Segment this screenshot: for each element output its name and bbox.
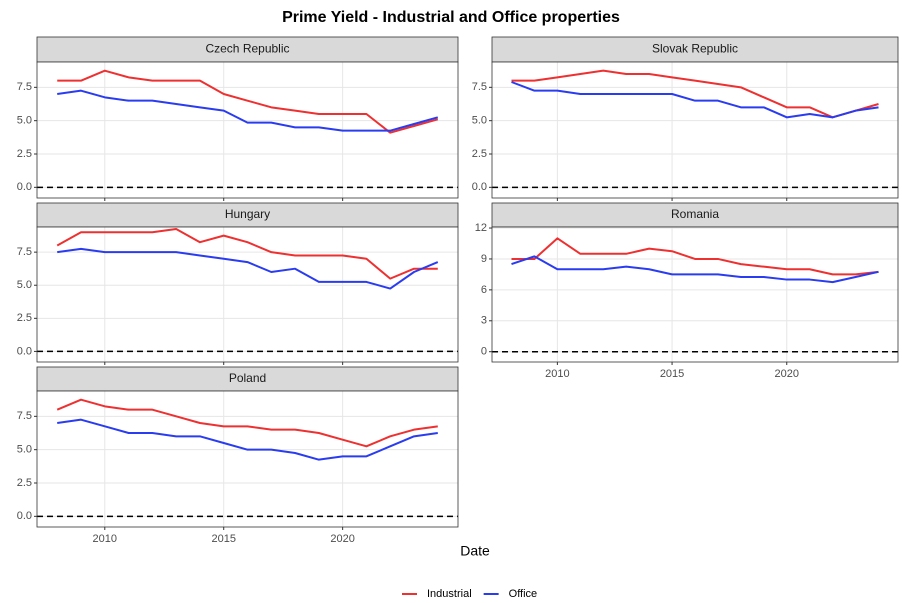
chart-title: Prime Yield - Industrial and Office prop… [282,9,620,26]
strip-background [36,36,459,63]
panel-background [492,227,898,362]
y-tick-label: 5.0 [17,115,32,127]
panel-background [37,391,458,527]
line-series [56,227,438,280]
x-tick-label: 2010 [93,533,117,545]
panel-border [36,390,459,528]
line-series [57,89,439,132]
y-tick-label: 3 [481,315,487,327]
line-series [57,69,439,134]
y-tick-label: 7.5 [472,81,487,93]
panel-background [37,227,458,362]
line-series [57,247,439,290]
y-tick-label: 2.5 [17,312,32,324]
y-tick-label: 0.0 [17,181,32,193]
panel-border [491,61,899,199]
x-axis-title: Date [460,543,490,559]
panel-border [36,61,459,199]
facet-label: Slovak Republic [652,42,738,56]
line-series [511,255,879,284]
y-tick-label: 0.0 [472,181,487,193]
y-tick-label: 0.0 [17,510,32,522]
y-tick-label: 0.0 [17,345,32,357]
y-tick-label: 12 [475,222,487,234]
x-tick-label: 2020 [775,368,799,380]
strip-background [36,366,459,392]
y-tick-label: 5.0 [472,115,487,127]
line-series [57,418,438,461]
x-tick-label: 2015 [660,368,684,380]
facet-label: Czech Republic [205,42,289,56]
y-tick-label: 0 [481,346,487,358]
x-tick-label: 2020 [330,533,354,545]
y-tick-label: 2.5 [472,148,487,160]
strip-background [491,36,899,63]
y-tick-label: 9 [481,253,487,265]
line-series [511,69,879,119]
x-tick-label: 2015 [211,533,235,545]
facet-label: Romania [671,207,719,221]
facet-label: Poland [229,371,266,385]
line-series [56,398,438,448]
y-tick-label: 7.5 [17,246,32,258]
panel-background [492,62,898,198]
legend-label: Office [509,588,538,600]
y-tick-label: 7.5 [17,410,32,422]
y-tick-label: 5.0 [17,444,32,456]
y-tick-label: 7.5 [17,81,32,93]
facet-label: Hungary [225,207,270,221]
line-series [511,81,879,119]
y-tick-label: 2.5 [17,477,32,489]
legend-label: Industrial [427,588,472,600]
y-tick-label: 6 [481,284,487,296]
strip-background [36,202,459,228]
x-tick-label: 2010 [545,368,569,380]
line-series [511,237,879,276]
y-tick-label: 5.0 [17,279,32,291]
panel-border [491,226,899,363]
y-tick-label: 2.5 [17,148,32,160]
panel-border [36,226,459,363]
